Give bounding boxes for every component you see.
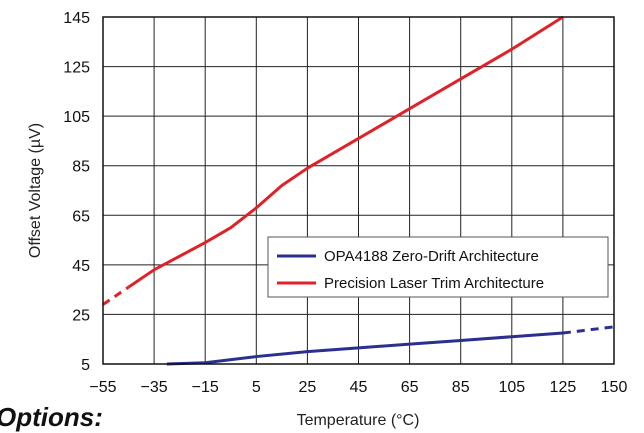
- series-layer: [102, 15, 615, 366]
- x-tick-label: 45: [350, 379, 368, 396]
- y-axis-title: Offset Voltage (µV): [27, 123, 44, 258]
- series-line-laser-trim: [127, 15, 564, 289]
- x-tick-label: 105: [498, 379, 525, 396]
- grid: [102, 16, 615, 365]
- y-tick-labels: 5 25 45 65 85 105 125 145: [63, 10, 90, 374]
- y-tick-label: 5: [81, 357, 90, 374]
- x-tick-label: 125: [550, 379, 577, 396]
- x-tick-labels: −55 −35 −15 5 25 45 65 85 105 125 150: [89, 379, 627, 396]
- legend-box: [267, 236, 609, 298]
- y-tick-label: 85: [72, 159, 90, 176]
- x-tick-label: −35: [141, 379, 168, 396]
- legend: OPA4188 Zero-Drift Architecture Precision…: [267, 236, 609, 298]
- y-tick-label: 65: [72, 208, 90, 225]
- plot-frame: [102, 16, 615, 365]
- x-tick-label: 85: [452, 379, 470, 396]
- x-axis-title: Temperature (°C): [297, 412, 420, 429]
- legend-label: OPA4188 Zero-Drift Architecture: [324, 248, 539, 265]
- y-tick-label: 25: [72, 307, 90, 324]
- x-tick-label: 150: [601, 379, 628, 396]
- series-line-laser-trim-extrapolated: [102, 285, 130, 306]
- y-tick-label: 45: [72, 258, 90, 275]
- x-tick-label: 5: [252, 379, 261, 396]
- x-tick-label: −15: [192, 379, 219, 396]
- x-tick-label: 25: [299, 379, 317, 396]
- y-tick-label: 145: [63, 10, 90, 27]
- legend-label: Precision Laser Trim Architecture: [324, 275, 544, 292]
- y-tick-label: 125: [63, 60, 90, 77]
- series-line-opa4188: [166, 331, 564, 366]
- partial-heading: Options:: [0, 402, 103, 432]
- x-tick-label: −55: [89, 379, 116, 396]
- y-tick-label: 105: [63, 109, 90, 126]
- x-tick-label: 65: [401, 379, 419, 396]
- series-line-opa4188-extrapolated: [562, 325, 615, 335]
